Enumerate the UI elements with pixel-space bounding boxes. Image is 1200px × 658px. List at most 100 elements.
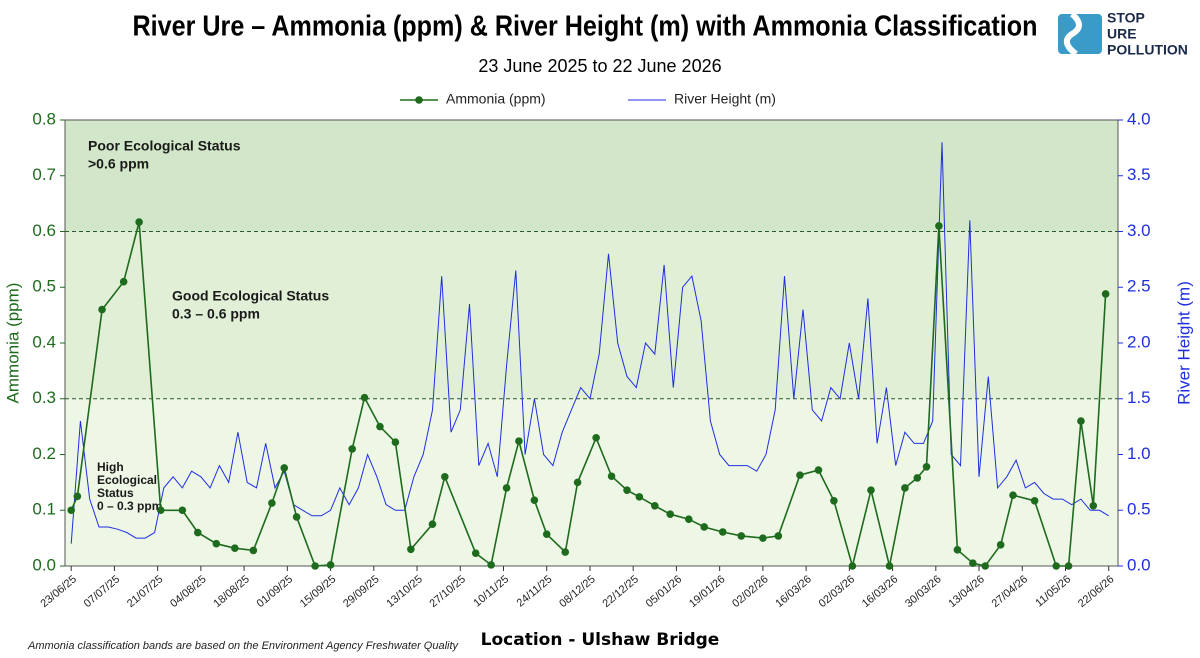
series-point [901,484,909,492]
x-tick-label: 22/06/26 [1076,573,1117,610]
x-tick-label: 10/11/25 [471,573,511,609]
series-point [651,501,659,510]
band-label: Ecological [97,473,157,487]
location: Location - Ulshaw Bridge [481,630,720,650]
band [65,231,1118,399]
series-point [774,532,783,540]
y-tick-label: 0.1 [32,500,56,519]
series-point [969,559,977,568]
series-point [830,496,838,505]
y-axis-label: Ammonia (ppm) [3,283,22,404]
series-point [996,541,1005,549]
series-point [1101,290,1110,298]
series-point [953,546,962,554]
y-tick-label: 0.4 [32,332,56,351]
x-tick-label: 21/07/25 [125,573,166,610]
y2-tick-label: 1.0 [1127,444,1151,463]
logo-river [1063,11,1082,57]
series-point [428,520,437,528]
legend-label: Ammonia (ppm) [446,91,546,107]
x-tick-label: 02/03/26 [817,573,858,610]
series-point [935,222,943,230]
x-tick-label: 13/10/25 [384,573,425,610]
series-line [70,221,1107,570]
logo-text: POLLUTION [1107,42,1188,58]
x-tick-label: 13/04/26 [946,573,987,610]
series-point [515,437,523,445]
chart-subtitle: 23 June 2025 to 22 June 2026 [478,56,721,76]
series-point [407,545,415,554]
series-point [311,562,319,570]
series-point [135,218,143,226]
y-tick-label: 0.6 [32,221,56,240]
logo-text: STOP [1107,10,1145,26]
x-tick-label: 27/04/26 [990,573,1031,610]
x-tick-label: 16/03/26 [860,573,901,610]
series-point [561,548,570,556]
y-tick-label: 0.3 [32,388,56,407]
y2-tick-label: 3.5 [1127,165,1151,184]
series-point [592,433,600,442]
series-point [441,473,449,481]
y2-tick-label: 3.0 [1127,221,1151,240]
series-point [1077,417,1085,425]
y2-axis-label: River Height (m) [1174,281,1193,405]
band [65,398,1118,566]
x-tick-label: 07/07/25 [82,573,123,610]
series-point [292,513,301,521]
band-label: Good Ecological Status [172,288,329,304]
x-tick-label: 27/10/25 [428,573,469,610]
x-tick-label: 11/05/26 [1033,573,1073,609]
series-point [360,393,369,402]
series-point [1009,491,1017,499]
series-point [922,462,931,471]
series-point [502,484,511,492]
series-point [326,561,335,569]
series-point [684,515,693,523]
y-tick-label: 0.7 [32,165,56,184]
x-tick-label: 08/12/25 [557,573,598,610]
x-tick-label: 18/08/25 [211,573,252,610]
series-point [1052,562,1061,570]
band-label: High [97,460,124,474]
legend-marker [415,96,423,104]
series-point [487,561,495,569]
series-point [1030,496,1039,505]
logo-text: URE [1107,26,1137,42]
series-point [867,486,875,494]
series-point [231,544,239,552]
series-point [1064,562,1073,570]
series-point [98,305,106,314]
x-tick-label: 24/11/25 [515,573,555,609]
x-tick-label: 22/12/25 [600,573,641,610]
series-point [348,445,356,453]
x-tick-label: 23/06/25 [38,573,79,610]
series-point [1089,501,1098,510]
series-point [193,528,202,537]
series-point [796,471,804,479]
y-tick-label: 0.8 [32,109,56,128]
series-point [391,438,400,447]
series-point [666,510,675,518]
y-tick-label: 0.2 [32,444,56,463]
x-tick-label: 01/09/25 [255,573,296,610]
series-point [737,532,746,540]
y2-tick-label: 2.5 [1127,277,1151,296]
x-tick-label: 05/01/26 [644,573,685,610]
series-line [70,142,1109,544]
series-point [981,562,990,570]
series-point [249,546,258,555]
y-tick-label: 0.0 [32,555,56,574]
band-label: Status [97,486,134,500]
series-point [212,539,221,548]
x-tick-label: 02/02/26 [730,573,771,610]
series-point [376,422,384,431]
y2-tick-label: 0.0 [1127,555,1151,574]
logo: STOP URE POLLUTION [1058,10,1188,58]
series-point [280,464,289,472]
y-tick-label: 0.5 [32,277,56,296]
x-tick-label: 30/03/26 [903,573,944,610]
series-point [67,506,75,515]
chart-title: River Ure – Ammonia (ppm) & River Height… [133,11,1038,43]
